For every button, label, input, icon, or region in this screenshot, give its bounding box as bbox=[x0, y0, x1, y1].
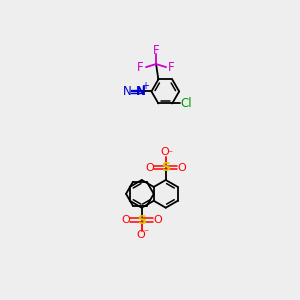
Text: ⁻: ⁻ bbox=[167, 150, 172, 160]
Text: F: F bbox=[153, 44, 159, 57]
Text: O: O bbox=[160, 147, 169, 157]
Text: Cl: Cl bbox=[180, 97, 192, 110]
Text: O: O bbox=[145, 163, 154, 173]
Text: O: O bbox=[154, 215, 162, 225]
Text: O: O bbox=[121, 215, 130, 225]
Text: O: O bbox=[136, 230, 146, 240]
Text: ⁻: ⁻ bbox=[143, 228, 148, 238]
Text: +: + bbox=[141, 81, 149, 91]
Text: N: N bbox=[122, 85, 131, 98]
Text: F: F bbox=[168, 61, 175, 74]
Text: O: O bbox=[178, 163, 186, 173]
Text: S: S bbox=[137, 214, 146, 226]
Text: F: F bbox=[137, 61, 144, 74]
Text: N: N bbox=[136, 85, 146, 98]
Text: S: S bbox=[161, 161, 170, 174]
